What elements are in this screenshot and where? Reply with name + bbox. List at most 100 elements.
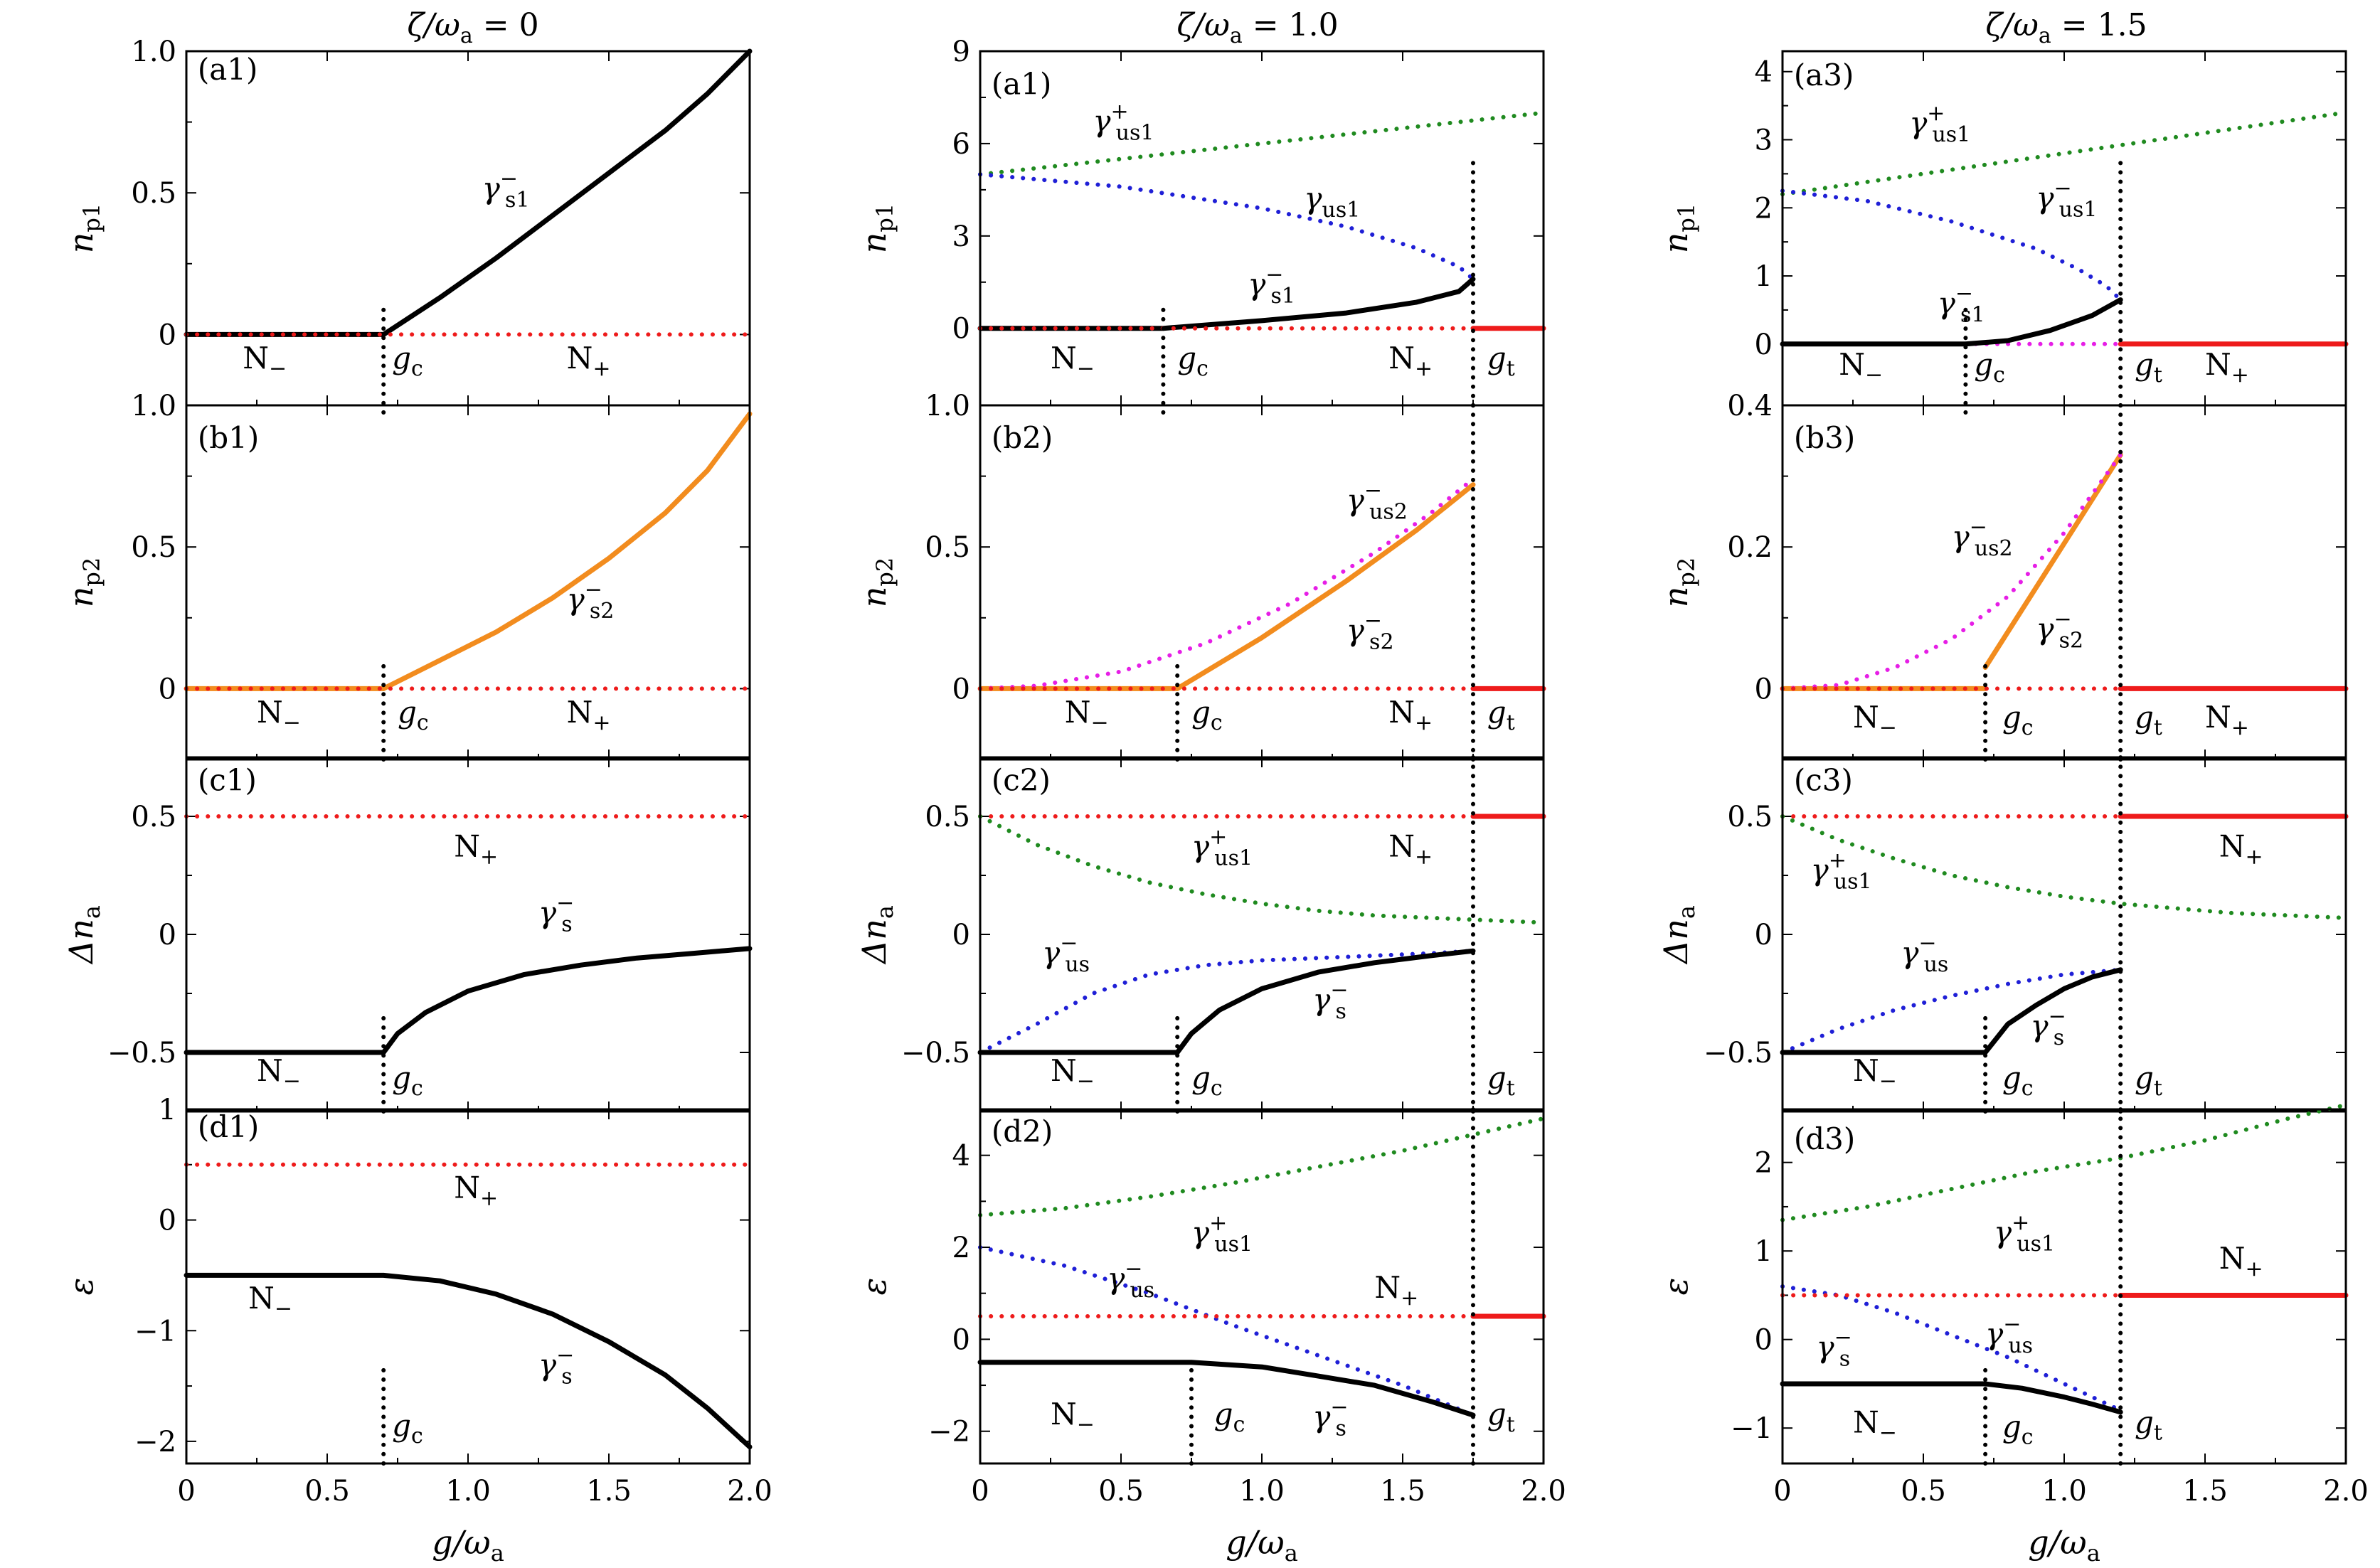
- gamma-label: γ− s: [1312, 978, 1348, 1024]
- g-sub: c: [411, 1424, 423, 1449]
- gamma-letter: γ: [567, 582, 585, 617]
- y-tick-label: 4: [952, 1140, 970, 1173]
- gamma-sign: +: [1209, 1211, 1227, 1236]
- gamma-letter: γ: [538, 895, 557, 929]
- y-axis-label-3-3: Δna: [1657, 905, 1700, 965]
- gamma-sub: us1: [1214, 846, 1253, 870]
- panel-label: (b3): [1794, 420, 1855, 455]
- gamma-label: γ+ us1: [1994, 1210, 2055, 1257]
- y-axis-label-1-3: np1: [1657, 203, 1700, 253]
- gamma-sign: +: [1111, 100, 1129, 124]
- y-tick-label: 1.0: [131, 390, 176, 422]
- x-tick-label: 1.0: [445, 1475, 491, 1508]
- y-tick-label: 0.5: [131, 177, 176, 210]
- series-line-green-1: [978, 110, 1546, 177]
- y-tick-label: 0: [1755, 919, 1773, 951]
- gamma-label: γ− s: [2030, 1004, 2066, 1050]
- g-letter: g: [1487, 695, 1507, 730]
- phase-label: N−: [1051, 1053, 1095, 1094]
- g-letter: g: [2002, 1409, 2022, 1444]
- series-line-orange-2: [1982, 452, 2123, 670]
- y-axis-label-3-2: Δna: [855, 905, 898, 965]
- phase-sign: +: [2231, 715, 2249, 740]
- y-tick-label: 0: [159, 919, 176, 951]
- gamma-letter: γ: [1191, 828, 1210, 863]
- series-line-orange-2: [381, 411, 753, 691]
- series-line-black-2: [184, 946, 753, 1055]
- g-letter: g: [2135, 1404, 2154, 1439]
- phase-N: N: [257, 1053, 283, 1088]
- phase-N: N: [1388, 828, 1415, 863]
- y-tick-label: 0.5: [925, 801, 970, 833]
- panel-frame: [185, 1108, 751, 1465]
- y-tick-label: 1: [1755, 260, 1773, 293]
- y-tick-label: 2: [952, 1232, 970, 1264]
- g-c-label: gc: [1191, 1060, 1223, 1101]
- g-letter: g: [398, 695, 417, 730]
- phase-label: N−: [257, 695, 301, 735]
- y-tick-label: 0: [952, 1323, 970, 1356]
- phase-N: N: [1388, 341, 1415, 375]
- panel-frame: [979, 1108, 1545, 1465]
- gamma-sign: −: [1364, 478, 1382, 503]
- gamma-letter: γ: [1093, 104, 1111, 139]
- series-line-black-5: [1780, 967, 2123, 1055]
- gamma-label: γ− s2: [567, 577, 615, 624]
- gamma-label: γ− s2: [2036, 607, 2083, 654]
- g-letter: g: [392, 341, 411, 375]
- g-t-label: gt: [2135, 347, 2162, 388]
- x-axis-label-2: g/ωa: [1226, 1523, 1298, 1567]
- g-sub: c: [2022, 715, 2034, 740]
- g-letter: g: [392, 1408, 411, 1443]
- g-c-label: gc: [392, 1408, 423, 1449]
- gamma-letter: γ: [2036, 612, 2054, 646]
- g-letter: g: [1177, 341, 1196, 375]
- panel-label: (d3): [1794, 1121, 1855, 1156]
- gamma-letter: γ: [1042, 935, 1061, 970]
- g-letter: g: [2135, 700, 2154, 735]
- y-axis-label-4-3: ε: [1657, 1278, 1695, 1296]
- series-line-green-1: [1780, 110, 2348, 197]
- g-c-label: gc: [2002, 700, 2034, 740]
- g-c-label: gc: [1974, 347, 2005, 388]
- phase-label: N+: [567, 341, 611, 381]
- y-axis-label-2-3: np2: [1657, 558, 1700, 607]
- gamma-sign: −: [2003, 1312, 2021, 1337]
- phase-N: N: [1051, 1397, 1077, 1431]
- gamma-letter: γ: [1811, 853, 1829, 887]
- gamma-sign: −: [556, 1343, 574, 1368]
- gamma-sub: s: [561, 912, 572, 937]
- gamma-sub: s: [1336, 999, 1346, 1024]
- gamma-letter: γ: [1248, 267, 1266, 302]
- panel-label: (b2): [992, 420, 1053, 455]
- gamma-letter: γ: [482, 171, 501, 206]
- phase-label: N+: [2205, 700, 2249, 740]
- x-tick-label: 0: [971, 1475, 989, 1508]
- panel-a1-c1: 00.51.0 (a1)γ− s1N− N+gc: [131, 36, 753, 415]
- y-label-sub: a: [1673, 905, 1700, 919]
- x-axis-label-3: g/ωa: [2028, 1523, 2100, 1567]
- x-tick-label: 0: [1773, 1475, 1791, 1508]
- phase-sign: +: [593, 710, 610, 735]
- series-line-blue-2: [978, 1245, 1475, 1418]
- y-tick-label: 0: [159, 673, 176, 705]
- phase-label: N−: [1051, 341, 1095, 381]
- gamma-sub: us1: [1932, 122, 1970, 147]
- gamma-letter: γ: [538, 1348, 557, 1382]
- gamma-sub: s1: [1960, 303, 1985, 328]
- phase-sign: +: [2246, 844, 2263, 869]
- y-label-main: n: [855, 233, 893, 254]
- gamma-letter: γ: [1312, 982, 1331, 1017]
- y-label-sub: p2: [78, 558, 105, 587]
- gamma-label: γ− us: [1901, 931, 1948, 977]
- gamma-letter: γ: [1938, 286, 1956, 321]
- series-line-green-3: [1780, 814, 2348, 920]
- phase-sign: +: [1415, 356, 1433, 381]
- phase-label: N+: [1388, 828, 1433, 869]
- y-axis-label-3-1: Δna: [62, 905, 105, 965]
- g-letter: g: [2002, 700, 2022, 735]
